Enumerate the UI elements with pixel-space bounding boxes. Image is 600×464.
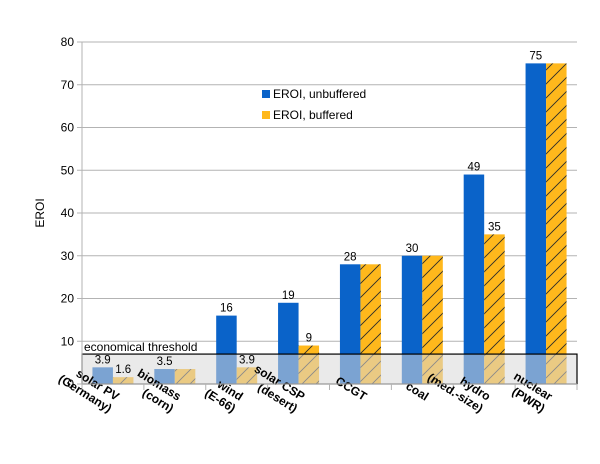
data-labels: 3.9 1.6 3.5 16 3.9 19 9 28 30 49 35 75 [95,50,543,376]
bar-unbuffered [525,63,547,384]
threshold-band: economical threshold [81,340,578,385]
legend-label: EROI, buffered [273,108,353,122]
data-label-unbuffered: 19 [282,290,295,302]
legend-swatch [262,111,270,119]
data-label-buffered: 35 [488,221,501,233]
grid-lines [82,41,577,342]
bar-buffered-hatch [422,255,443,384]
data-label-buffered: 3.9 [239,354,255,366]
data-label-unbuffered: 49 [468,162,481,174]
data-label-buffered: 1.6 [115,364,131,376]
y-tick-label: 60 [61,121,75,135]
data-label-unbuffered: 3.5 [157,356,173,368]
y-tick-label: 80 [61,35,75,49]
data-label-buffered: 9 [306,333,312,345]
y-tick-label: 0 [67,377,74,391]
data-label-unbuffered: 30 [406,243,419,255]
y-tick-label: 20 [61,292,75,306]
data-label-unbuffered: 28 [344,251,357,263]
y-tick-label: 10 [61,334,75,348]
data-label-unbuffered: 75 [529,50,542,62]
legend-swatch [262,90,270,98]
y-axis-label: EROI [33,198,47,227]
y-tick-label: 50 [61,163,75,177]
threshold-label: economical threshold [84,340,197,354]
legend: EROI, unbuffered EROI, buffered [262,87,366,122]
y-tick-label: 40 [61,206,75,220]
legend-label: EROI, unbuffered [273,87,366,101]
bar-unbuffered [463,174,485,384]
bar-unbuffered [401,255,423,384]
bar-buffered-hatch [546,63,567,384]
threshold-band-rect [81,353,578,385]
data-label-unbuffered: 16 [220,303,233,315]
bar-buffered-hatch [484,234,505,384]
y-tick-label: 70 [61,78,75,92]
x-category-label: wind(E-66) [202,374,245,415]
data-label-unbuffered: 3.9 [95,354,111,366]
y-tick-label: 30 [61,249,75,263]
